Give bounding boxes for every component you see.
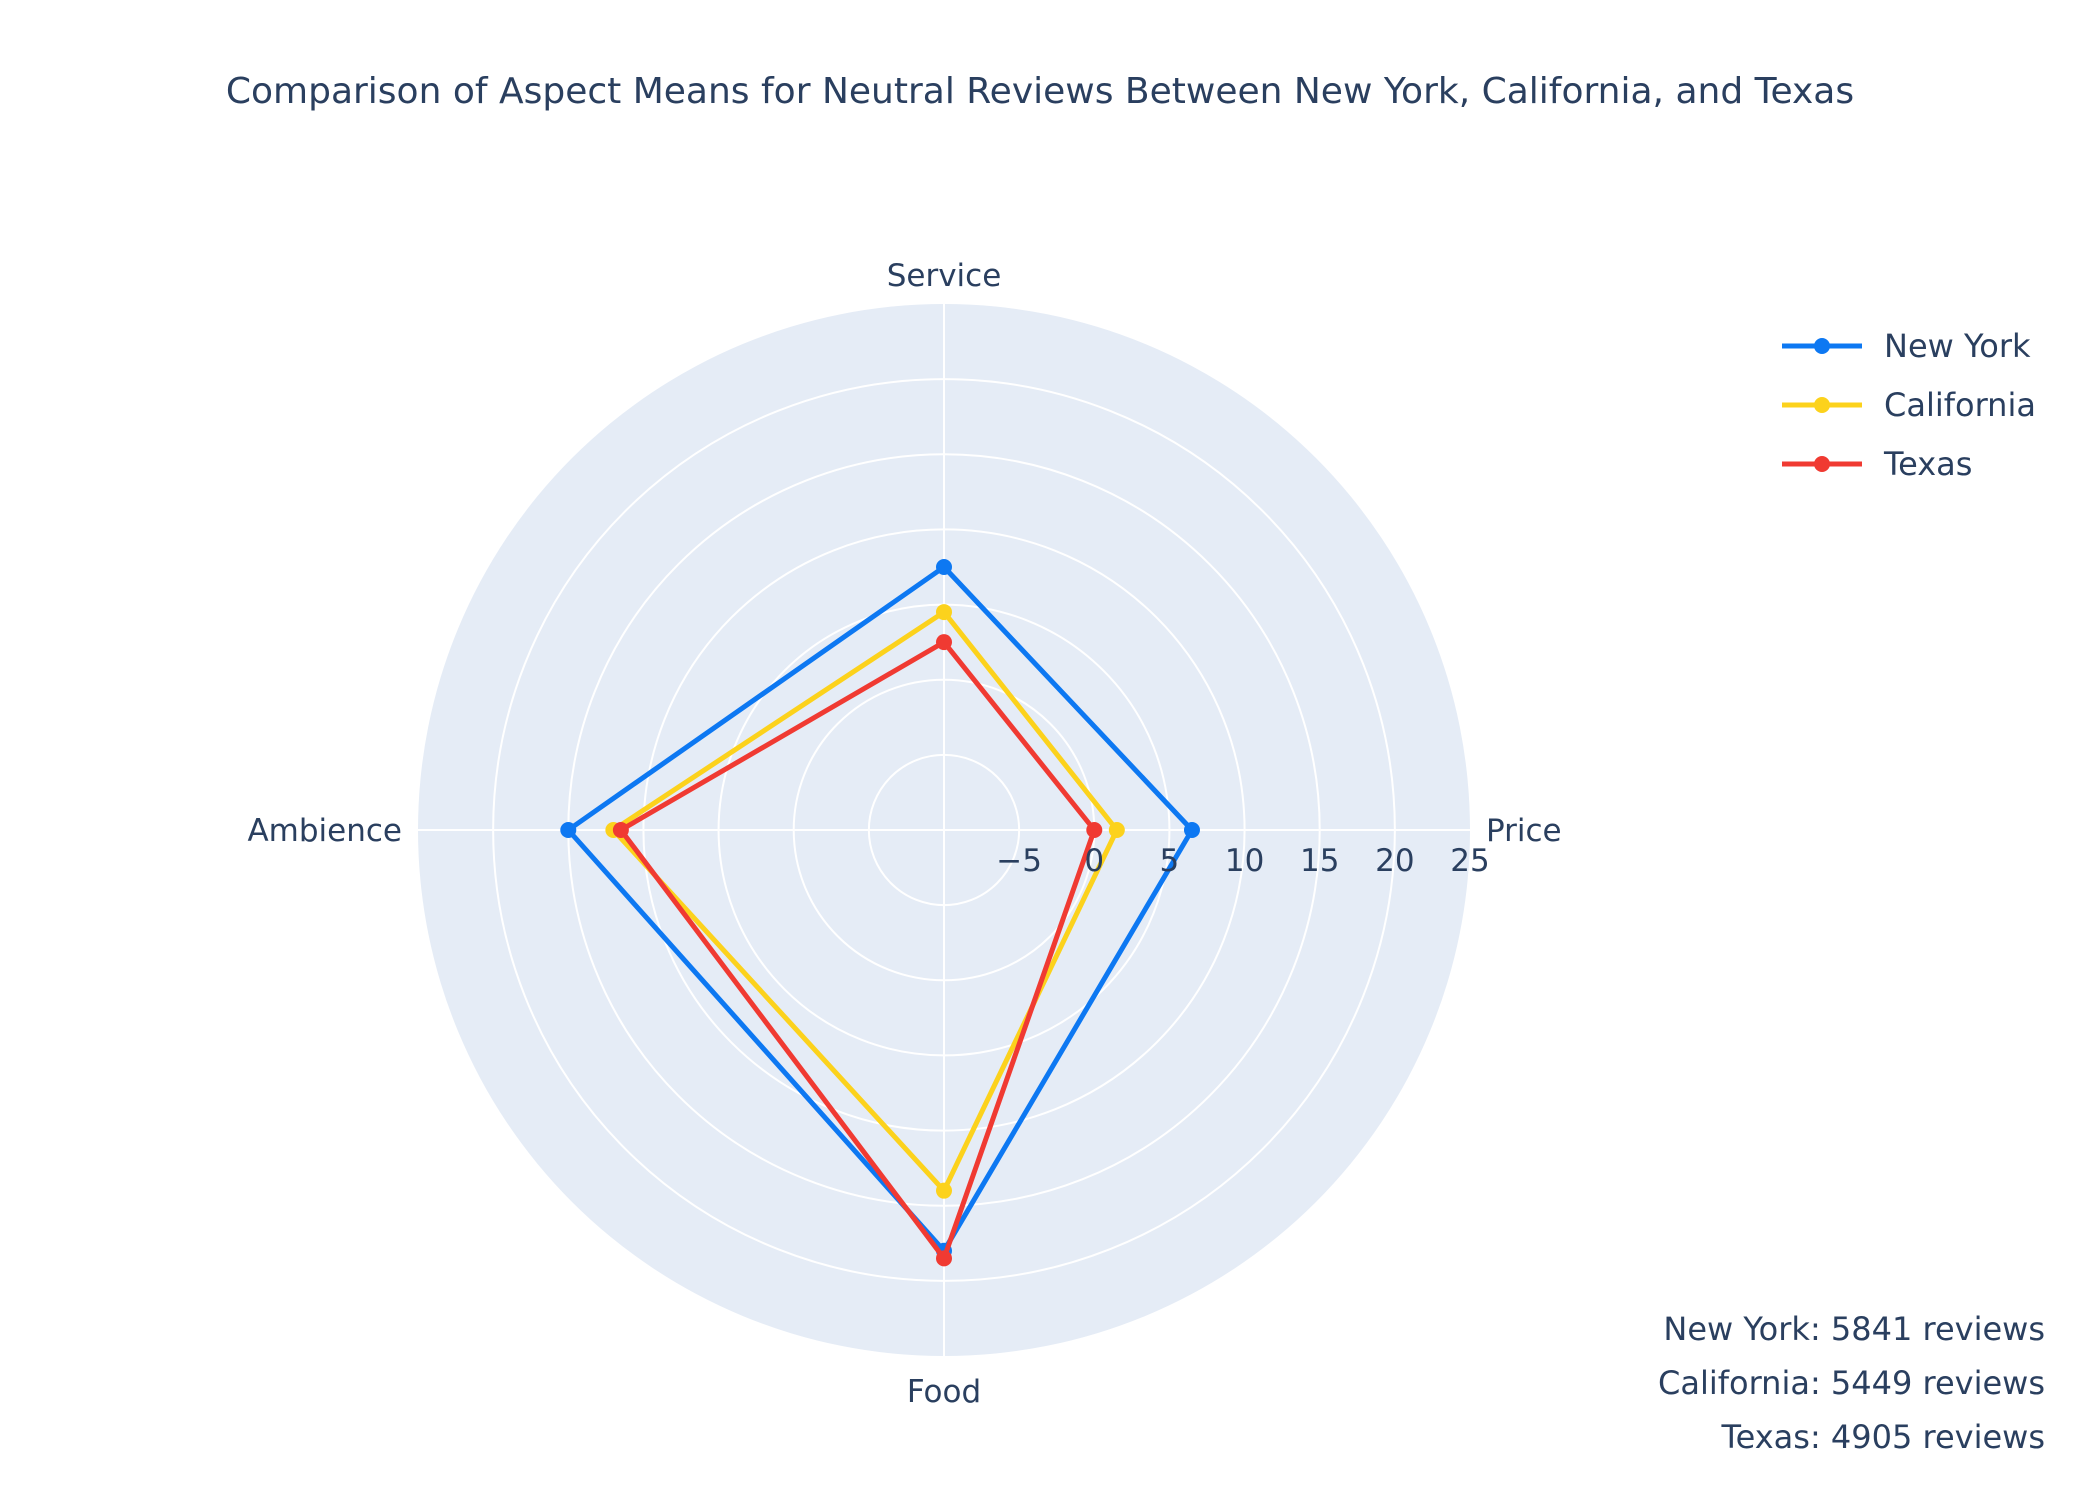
legend-label: New York — [1884, 327, 2031, 365]
legend-item-texas[interactable]: Texas — [1782, 445, 1972, 483]
chart-title: Comparison of Aspect Means for Neutral R… — [226, 71, 1854, 112]
legend-item-california[interactable]: California — [1782, 386, 2036, 424]
annotation-review-count: New York: 5841 reviews — [1663, 1310, 2045, 1348]
point-texas-price — [1086, 822, 1103, 838]
radial-tick-label: −5 — [996, 843, 1042, 879]
point-new-york-service — [936, 559, 952, 575]
radial-tick-label: 15 — [1300, 843, 1339, 879]
legend[interactable]: New York California Texas — [1782, 327, 2036, 483]
point-texas-food — [936, 1250, 952, 1267]
radial-tick-label: 5 — [1160, 843, 1180, 879]
annotation-review-count: California: 5449 reviews — [1658, 1364, 2045, 1402]
radial-tick-label: 10 — [1225, 843, 1264, 879]
radial-tick-label: 20 — [1375, 843, 1414, 879]
legend-marker — [1814, 456, 1830, 472]
point-california-food — [936, 1182, 952, 1199]
point-texas-ambience — [612, 822, 629, 838]
legend-marker — [1814, 338, 1830, 354]
point-new-york-price — [1183, 822, 1200, 838]
angular-label-ambience: Ambience — [247, 813, 402, 849]
radial-tick-labels: −5 0 5 10 15 20 25 — [996, 843, 1489, 879]
point-california-price — [1108, 822, 1125, 838]
annotation-review-count: Texas: 4905 reviews — [1720, 1418, 2045, 1456]
angular-label-food: Food — [907, 1374, 981, 1410]
legend-label: Texas — [1883, 445, 1972, 483]
series-layer — [560, 559, 1200, 1267]
angular-label-service: Service — [887, 258, 1002, 294]
angular-axis-labels: Service Price Food Ambience — [247, 258, 1561, 1410]
radial-tick-label: 25 — [1450, 843, 1489, 879]
legend-marker — [1814, 397, 1830, 413]
point-texas-service — [936, 634, 952, 651]
review-count-annotations: New York: 5841 reviews California: 5449 r… — [1658, 1310, 2045, 1456]
legend-item-new-york[interactable]: New York — [1782, 327, 2031, 365]
point-new-york-ambience — [560, 822, 577, 838]
angular-label-price: Price — [1486, 813, 1562, 849]
radial-tick-label: 0 — [1084, 843, 1104, 879]
legend-label: California — [1884, 386, 2036, 424]
point-california-service — [936, 604, 952, 621]
